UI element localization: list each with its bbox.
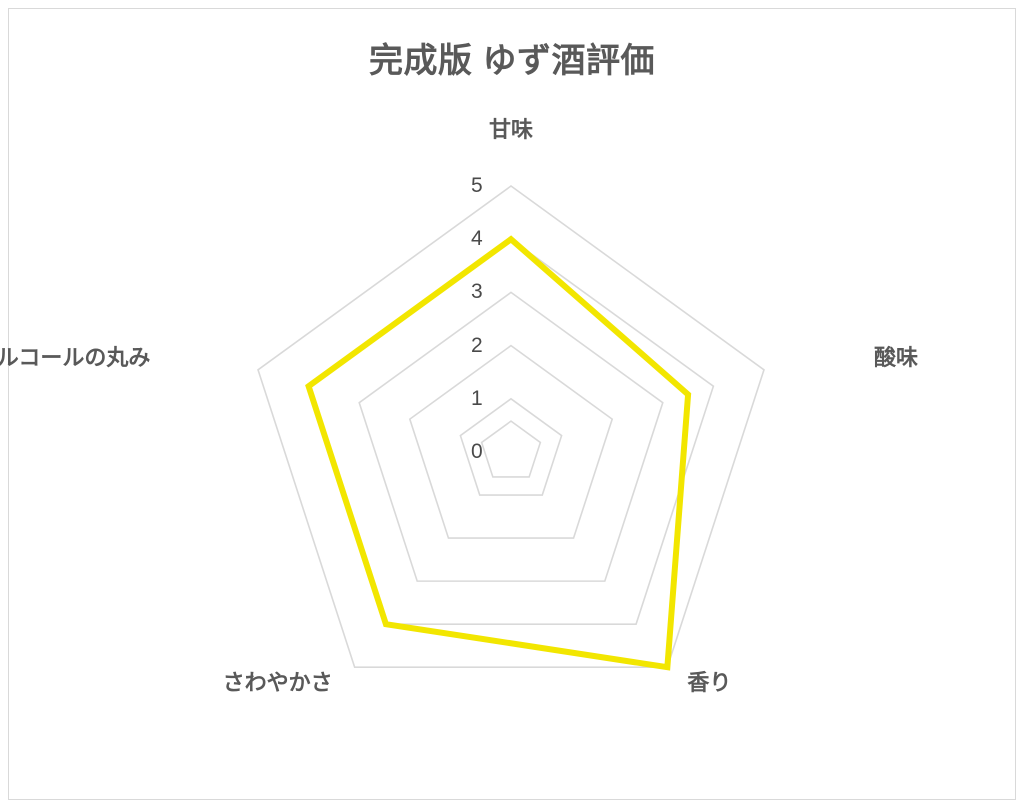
radar-series-polygon bbox=[305, 235, 692, 671]
radial-tick-2: 2 bbox=[471, 333, 483, 357]
radial-tick-5: 5 bbox=[471, 174, 483, 197]
radial-tick-3: 3 bbox=[471, 280, 483, 304]
axis-label-top: 甘味 bbox=[489, 117, 534, 142]
radial-tick-0: 0 bbox=[471, 440, 483, 463]
axis-label-bottom-right: 香り bbox=[687, 670, 732, 696]
grid-ring-2 bbox=[408, 344, 614, 539]
axis-label-right: 酸味 bbox=[873, 344, 918, 370]
axis-label-left: アルコールの丸み bbox=[0, 344, 151, 370]
grid-ring-1 bbox=[459, 397, 563, 496]
grid-ring-3 bbox=[358, 291, 664, 582]
grid-ring-inner bbox=[480, 420, 542, 478]
radial-tick-1: 1 bbox=[471, 386, 483, 410]
grid-ring-5 bbox=[257, 185, 765, 669]
chart-title: 完成版 ゆず酒評価 bbox=[369, 42, 655, 80]
radial-tick-4: 4 bbox=[471, 227, 483, 251]
axis-label-bottom-left: さわやかさ bbox=[222, 670, 333, 696]
